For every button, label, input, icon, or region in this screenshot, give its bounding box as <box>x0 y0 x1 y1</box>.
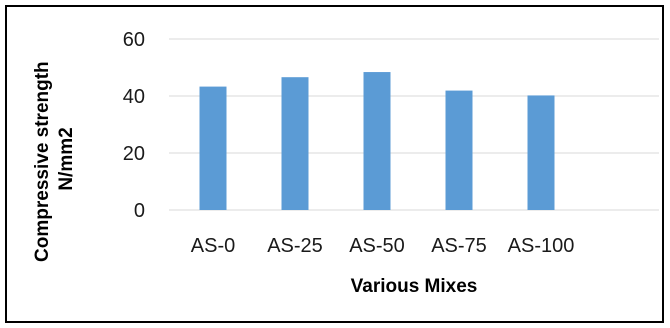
chart-svg: 0 20 40 60 AS-0 AS-25 AS-50 AS-75 AS-100 Variou… <box>32 29 659 297</box>
x-tick-label: AS-0 <box>191 235 235 257</box>
bar <box>281 77 309 210</box>
bar <box>527 95 555 210</box>
bar <box>199 86 227 210</box>
y-tick-label: 40 <box>123 86 145 108</box>
bar <box>363 72 391 210</box>
y-tick-label: 0 <box>134 200 145 222</box>
bars <box>199 72 555 210</box>
y-tick-labels: 0 20 40 60 <box>123 29 145 222</box>
y-axis-title-line-1: Compressive strength <box>32 61 53 262</box>
y-axis-title: Compressive strength N/mm2 <box>32 56 77 262</box>
x-tick-label: AS-50 <box>349 235 405 257</box>
x-tick-label: AS-25 <box>267 235 323 257</box>
x-tick-label: AS-100 <box>508 235 575 257</box>
bar <box>445 90 473 210</box>
y-tick-label: 60 <box>123 29 145 51</box>
y-axis-title-line-2: N/mm2 <box>56 127 77 190</box>
x-tick-label: AS-75 <box>431 235 487 257</box>
y-tick-label: 20 <box>123 143 145 165</box>
x-tick-labels: AS-0 AS-25 AS-50 AS-75 AS-100 <box>191 235 575 257</box>
gridlines <box>169 38 659 211</box>
chart-frame: 0 20 40 60 AS-0 AS-25 AS-50 AS-75 AS-100 Variou… <box>5 5 664 323</box>
x-axis-title: Various Mixes <box>351 276 478 297</box>
